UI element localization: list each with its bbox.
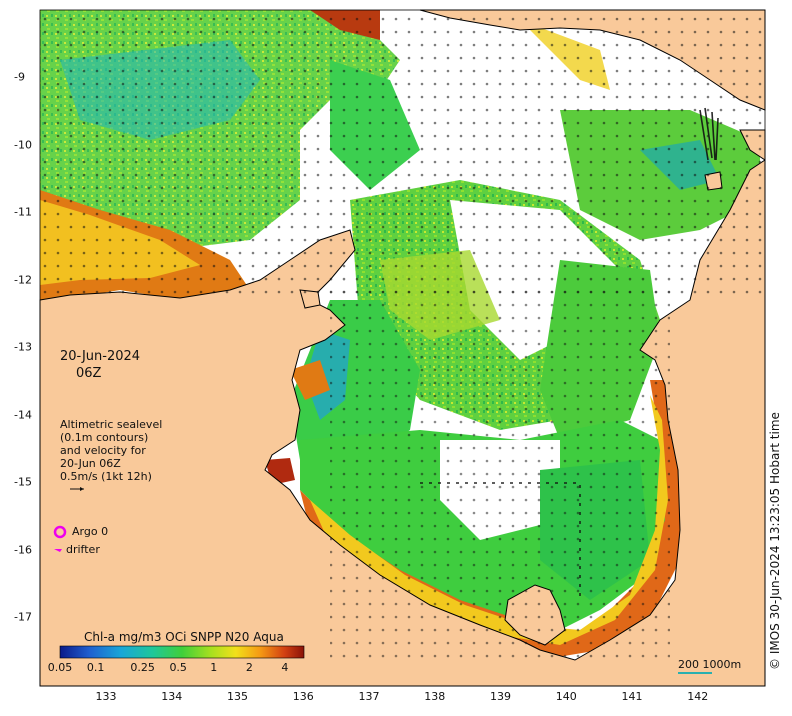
legend-line: and velocity for (60, 444, 146, 457)
velocity-legend: Altimetric sealevel (0.1m contours) and … (60, 418, 162, 483)
drifter-marker-icon (54, 549, 62, 552)
velocity-vectors (40, 10, 765, 660)
x-tick-label: 140 (555, 690, 577, 703)
date-label: 20-Jun-2024 (60, 349, 141, 364)
x-tick-label: 139 (490, 690, 511, 703)
legend-line: 0.5m/s (1kt 12h) (60, 470, 152, 483)
colorbar-tick-label: 0.25 (130, 661, 155, 674)
legend-line: Altimetric sealevel (60, 418, 163, 431)
colorbar-tick-label: 1 (210, 661, 218, 674)
x-tick-label: 133 (95, 690, 117, 703)
y-tick-label: -16 (14, 543, 32, 556)
colorbar-tick-label: 4 (281, 661, 289, 674)
y-tick-label: -12 (14, 273, 32, 286)
y-tick-label: -10 (14, 138, 32, 151)
x-tick-label: 138 (424, 690, 446, 703)
y-tick-label: -9 (14, 70, 25, 84)
y-tick-label: -14 (14, 408, 32, 421)
y-tick-label: -17 (14, 610, 32, 624)
drifter-label: drifter (66, 543, 100, 556)
x-tick-label: 142 (687, 690, 709, 703)
x-tick-label: 135 (227, 690, 248, 703)
colorbar-title: Chl-a mg/m3 OCi SNPP N20 Aqua (84, 630, 284, 644)
colorbar (59, 645, 305, 659)
map-frame (39, 9, 766, 687)
x-tick-label: 134 (161, 690, 183, 703)
x-tick-label: 141 (621, 690, 643, 703)
argo-label: Argo 0 (72, 525, 109, 538)
colorbar-tick-label: 0.1 (86, 661, 105, 674)
colorbar-tick-label: 0.5 (169, 661, 187, 674)
x-tick-label: 137 (358, 690, 380, 703)
colorbar-tick-label: 2 (245, 661, 253, 674)
x-tick-label: 136 (292, 690, 314, 703)
y-tick-label: -11 (14, 205, 32, 219)
argo-marker-icon (53, 525, 67, 539)
scale-label: 200 1000m (678, 658, 742, 671)
y-tick-label: -13 (14, 340, 32, 354)
credit-text: © IMOS 30-Jun-2024 13:23:05 Hobart time (768, 412, 782, 670)
colorbar-tick-label: 0.05 (47, 661, 73, 674)
time-label: 06Z (76, 366, 102, 381)
y-tick-label: -15 (14, 475, 32, 489)
legend-line: 20-Jun 06Z (60, 457, 121, 470)
legend-line: (0.1m contours) (60, 431, 149, 444)
